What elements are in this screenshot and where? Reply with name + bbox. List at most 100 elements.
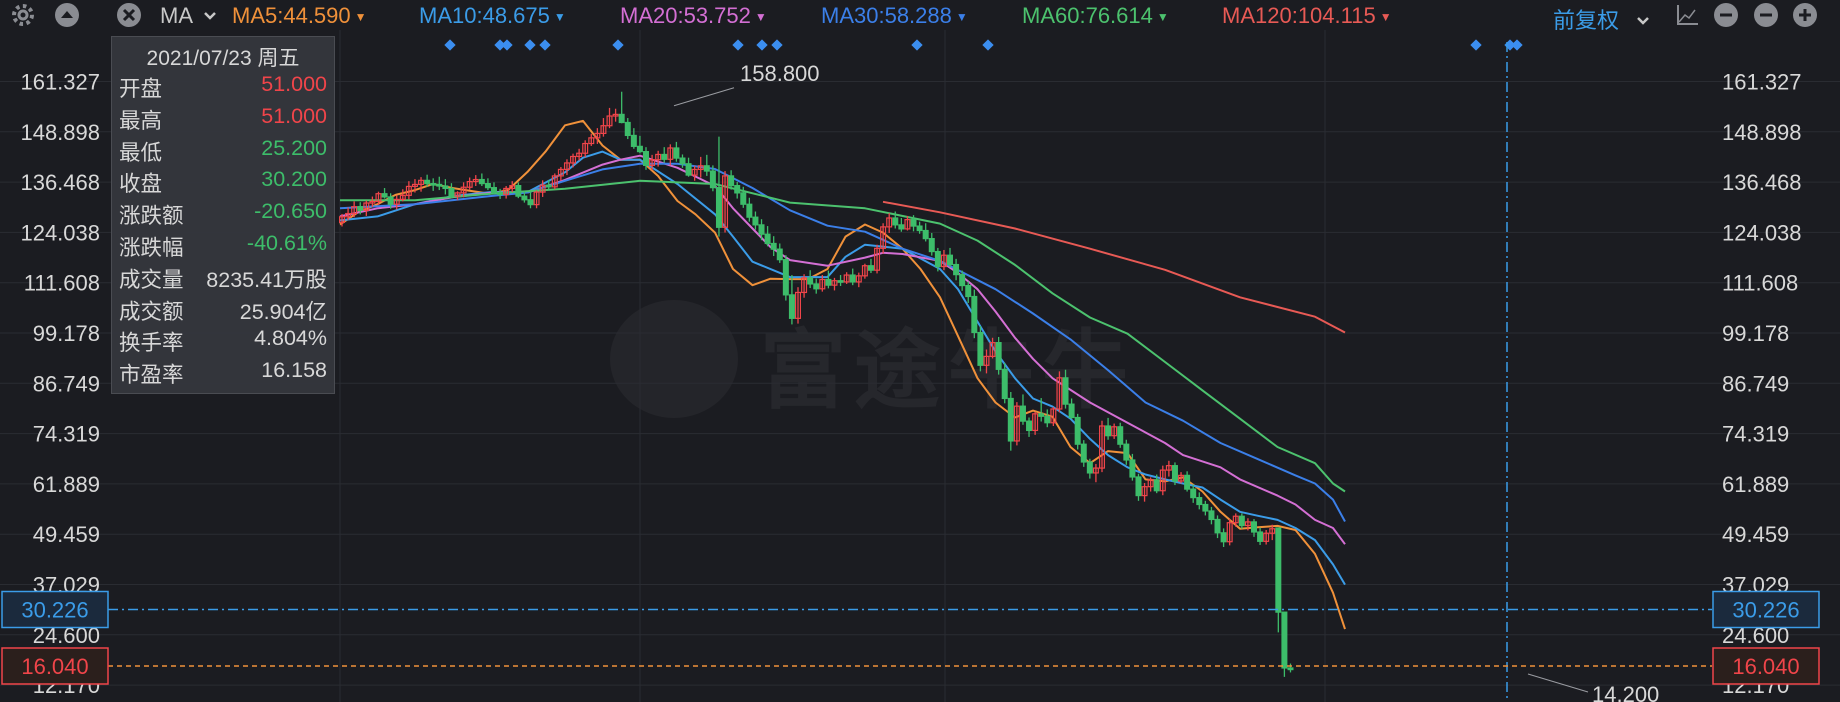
tooltip-value: 51.000 xyxy=(261,72,327,96)
ma20-label[interactable]: MA20:53.752 ▼ xyxy=(620,3,767,28)
candle-body xyxy=(928,238,935,253)
min-annotation-text: 14.200 xyxy=(1592,682,1659,702)
candle-body xyxy=(874,247,881,271)
gear-icon[interactable] xyxy=(10,2,36,34)
candle-body xyxy=(697,165,704,171)
candle-body xyxy=(1269,528,1276,534)
y-tick-right: 74.319 xyxy=(1722,422,1789,447)
candle-body xyxy=(1257,531,1264,542)
y-tick-right: 61.889 xyxy=(1722,472,1789,497)
zoom-out-icon[interactable] xyxy=(1713,2,1739,34)
candle-body xyxy=(977,331,984,366)
candle-body xyxy=(588,137,595,145)
candle-body xyxy=(1178,474,1185,482)
ma60-label[interactable]: MA60:76.614 ▼ xyxy=(1022,3,1169,28)
ma120-label[interactable]: MA120:104.115 ▼ xyxy=(1222,3,1392,28)
ma5-label[interactable]: MA5:44.590 ▼ xyxy=(232,3,367,28)
candle-body xyxy=(861,265,868,277)
event-marker xyxy=(539,39,551,51)
candle-body xyxy=(351,206,358,215)
tooltip-label: 换手率 xyxy=(119,331,184,356)
event-marker xyxy=(1470,39,1482,51)
candle-body xyxy=(1013,405,1020,442)
candle-body xyxy=(521,195,528,201)
candle-body xyxy=(1214,518,1221,534)
chevron-down-icon xyxy=(1637,17,1650,25)
candle-body xyxy=(557,168,564,177)
candle-body xyxy=(509,185,516,190)
y-tick-right: 148.898 xyxy=(1722,120,1802,145)
adjust-selector[interactable]: 前复权 xyxy=(1553,3,1651,35)
crosshair-price-left-text: 30.226 xyxy=(21,598,88,623)
event-marker xyxy=(982,39,994,51)
y-tick-left: 124.038 xyxy=(20,220,100,245)
tooltip-value: 30.200 xyxy=(261,167,327,192)
candle-body xyxy=(959,274,966,287)
candle-body xyxy=(1202,503,1209,512)
candle-body xyxy=(728,175,735,187)
tooltip-value: -40.61% xyxy=(246,230,327,255)
tooltip-label: 市盈率 xyxy=(119,363,184,388)
candle-body xyxy=(642,151,649,166)
indicator-selector[interactable]: MA xyxy=(160,3,218,29)
candle-body xyxy=(357,206,364,211)
candle-body xyxy=(345,212,352,218)
candle-body xyxy=(442,185,449,190)
current-price-left-text: 16.040 xyxy=(21,654,88,679)
candle-body xyxy=(946,254,953,266)
tooltip-row: 开盘 51.000 xyxy=(112,70,334,102)
candle-body xyxy=(801,277,808,294)
tooltip-row: 涨跌幅 -40.61% xyxy=(112,229,334,261)
candle-body xyxy=(953,263,960,276)
candle-body xyxy=(655,153,662,161)
y-tick-right: 111.608 xyxy=(1722,271,1798,296)
candle-body xyxy=(649,159,656,166)
ma10-label[interactable]: MA10:48.675 ▼ xyxy=(419,3,566,28)
candle-body xyxy=(715,187,722,228)
candle-body xyxy=(630,134,637,147)
ma-line-ma60 xyxy=(340,179,1346,493)
current-price-right-text: 16.040 xyxy=(1732,654,1799,679)
candle-body xyxy=(436,183,443,187)
candle-body xyxy=(515,185,522,197)
tooltip-row: 收盘 30.200 xyxy=(112,165,334,197)
xy-axis-icon[interactable] xyxy=(1674,2,1700,34)
event-marker xyxy=(732,39,744,51)
candle-body xyxy=(1141,486,1148,497)
ma-line-ma5 xyxy=(339,119,1346,630)
eject-icon[interactable] xyxy=(54,2,80,34)
candle-body xyxy=(983,355,990,366)
watermark-logo xyxy=(610,300,738,418)
y-tick-right: 161.327 xyxy=(1722,70,1802,95)
ma-line-ma30 xyxy=(339,162,1346,522)
candle-body xyxy=(1190,488,1197,499)
candle-body xyxy=(1147,479,1154,488)
event-marker xyxy=(1511,39,1523,51)
tooltip-label: 成交额 xyxy=(119,299,184,324)
candle-body xyxy=(1123,443,1130,461)
zoom-in-icon[interactable] xyxy=(1792,2,1818,34)
candle-body xyxy=(904,219,911,230)
candle-body xyxy=(466,180,473,188)
candle-body xyxy=(393,198,400,205)
candle-body xyxy=(363,202,370,211)
candle-body xyxy=(1226,522,1233,543)
candle-body xyxy=(995,342,1002,370)
ma30-label[interactable]: MA30:58.288 ▼ xyxy=(821,3,968,28)
candle-body xyxy=(734,185,741,194)
candle-body xyxy=(1281,611,1288,669)
ma-line-ma10 xyxy=(339,150,1346,586)
candle-body xyxy=(940,254,947,268)
y-tick-left: 99.178 xyxy=(33,321,100,346)
close-icon[interactable] xyxy=(116,2,142,34)
candle-body xyxy=(1171,465,1178,482)
candle-body xyxy=(381,193,388,198)
collapse-icon[interactable] xyxy=(1753,2,1779,34)
event-marker xyxy=(524,39,536,51)
candle-body xyxy=(1238,515,1245,527)
candle-body xyxy=(788,294,795,319)
tooltip-label: 最低 xyxy=(119,140,163,165)
tooltip-date: 2021/07/23 周五 xyxy=(146,47,300,70)
candle-body xyxy=(782,259,789,296)
event-marker xyxy=(756,39,768,51)
